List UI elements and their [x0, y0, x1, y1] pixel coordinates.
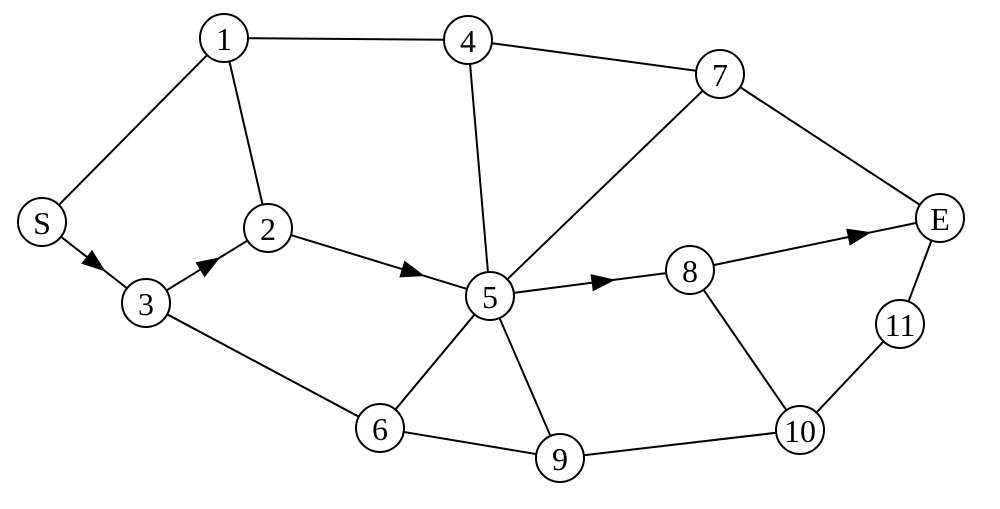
- edge-arrow: [591, 275, 614, 291]
- edge: [507, 91, 702, 280]
- edge: [167, 314, 359, 416]
- node-label: 9: [552, 441, 568, 477]
- edge: [816, 341, 883, 412]
- edge: [740, 87, 920, 205]
- edge: [514, 273, 666, 293]
- graph-node: E: [916, 194, 964, 242]
- edge-arrow: [400, 262, 423, 277]
- graph-node: S: [18, 198, 66, 246]
- edge-arrow: [82, 251, 104, 271]
- edge: [908, 240, 931, 301]
- edge: [59, 55, 207, 205]
- edge: [470, 64, 488, 272]
- edge: [248, 38, 444, 40]
- node-label: 11: [885, 307, 916, 343]
- node-label: 1: [216, 21, 232, 57]
- node-label: 6: [372, 411, 388, 447]
- edge: [395, 314, 474, 409]
- node-label: 3: [138, 286, 154, 322]
- graph-node: 9: [536, 434, 584, 482]
- edge: [704, 290, 787, 410]
- graph-node: 7: [696, 50, 744, 98]
- node-label: S: [33, 205, 51, 241]
- node-label: 5: [482, 279, 498, 315]
- graph-node: 11: [876, 300, 924, 348]
- node-label: 8: [682, 253, 698, 289]
- network-graph: S 1 2 3 4 5 6 7 8 9 10 11 E: [0, 0, 1000, 509]
- graph-node: 3: [122, 279, 170, 327]
- edge: [584, 433, 776, 455]
- edge: [229, 61, 262, 204]
- node-label: 2: [260, 211, 276, 247]
- edge: [291, 235, 467, 289]
- graph-node: 8: [666, 246, 714, 294]
- graph-node: 10: [776, 406, 824, 454]
- node-label: 7: [712, 57, 728, 93]
- edges-layer: [59, 38, 932, 455]
- graph-node: 5: [466, 272, 514, 320]
- graph-node: 2: [244, 204, 292, 252]
- node-label: 10: [784, 413, 816, 449]
- edge: [500, 318, 551, 436]
- edge: [492, 43, 696, 71]
- graph-node: 1: [200, 14, 248, 62]
- edge: [404, 432, 537, 454]
- node-label: 4: [460, 23, 476, 59]
- nodes-layer: S 1 2 3 4 5 6 7 8 9 10 11 E: [18, 14, 964, 482]
- edge: [714, 223, 917, 265]
- edge-arrow: [196, 258, 219, 276]
- edge-arrow: [847, 229, 870, 245]
- node-label: E: [930, 201, 950, 237]
- graph-node: 6: [356, 404, 404, 452]
- graph-node: 4: [444, 16, 492, 64]
